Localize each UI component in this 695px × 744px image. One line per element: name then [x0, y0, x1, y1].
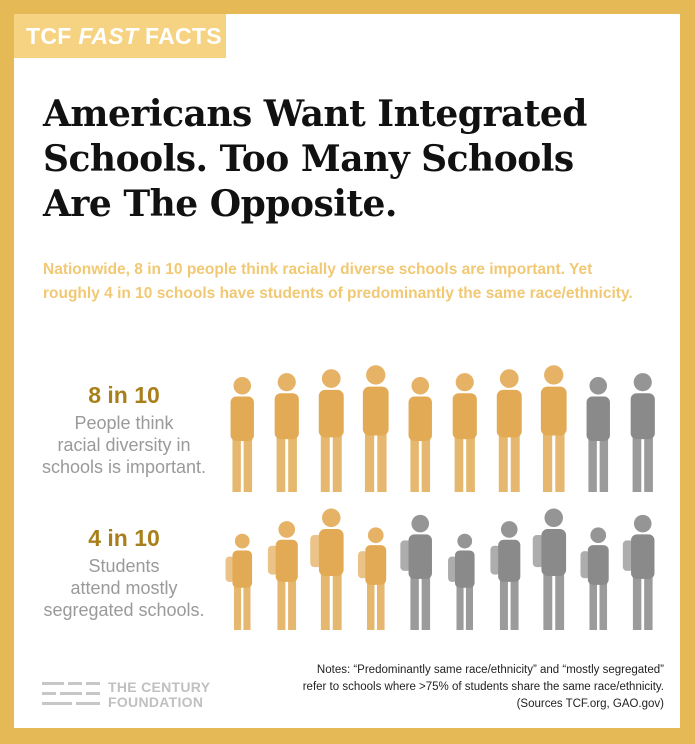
infographic-card: TCF FAST FACTS Americans Want Integrated… [14, 14, 680, 728]
person-figure [274, 373, 299, 492]
person-figure [630, 373, 655, 492]
subtitle: Nationwide, 8 in 10 people think raciall… [43, 261, 633, 302]
fast-facts-tag: TCF FAST FACTS [14, 14, 226, 58]
notes: Notes: “Predominantly same race/ethnicit… [302, 664, 664, 710]
student-figure [448, 533, 475, 630]
person-figure [230, 377, 254, 492]
stat-value: 8 in 10 [88, 382, 160, 408]
student-figure [310, 508, 344, 630]
tcf-stripes-logo-icon [42, 682, 100, 706]
student-figure [225, 533, 253, 630]
student-figure [267, 521, 298, 630]
logo-text: THE CENTURY FOUNDATION [108, 679, 211, 710]
stat-description: Students attend mostly segregated school… [43, 556, 205, 620]
student-figure [580, 527, 609, 630]
person-figure [318, 369, 344, 492]
stat-value: 4 in 10 [88, 525, 160, 551]
page-title: Americans Want Integrated Schools. Too M… [43, 93, 587, 225]
student-figure [622, 514, 655, 630]
person-figure [362, 365, 389, 492]
stat-people: 8 in 10 People think racial diversity in… [24, 380, 224, 478]
person-figure [540, 365, 567, 492]
century-foundation-logo: THE CENTURY FOUNDATION [42, 678, 242, 712]
adults-pictogram [230, 365, 655, 492]
student-figure [490, 521, 521, 630]
person-figure [452, 373, 477, 492]
stat-students: 4 in 10 Students attend mostly segregate… [24, 523, 224, 621]
student-figure [532, 508, 567, 630]
students-pictogram [225, 508, 655, 630]
person-figure [496, 369, 522, 492]
stat-description: People think racial diversity in schools… [41, 413, 207, 477]
person-figure [586, 377, 610, 492]
student-figure [357, 527, 387, 630]
person-figure [408, 377, 432, 492]
student-figure [400, 514, 432, 630]
